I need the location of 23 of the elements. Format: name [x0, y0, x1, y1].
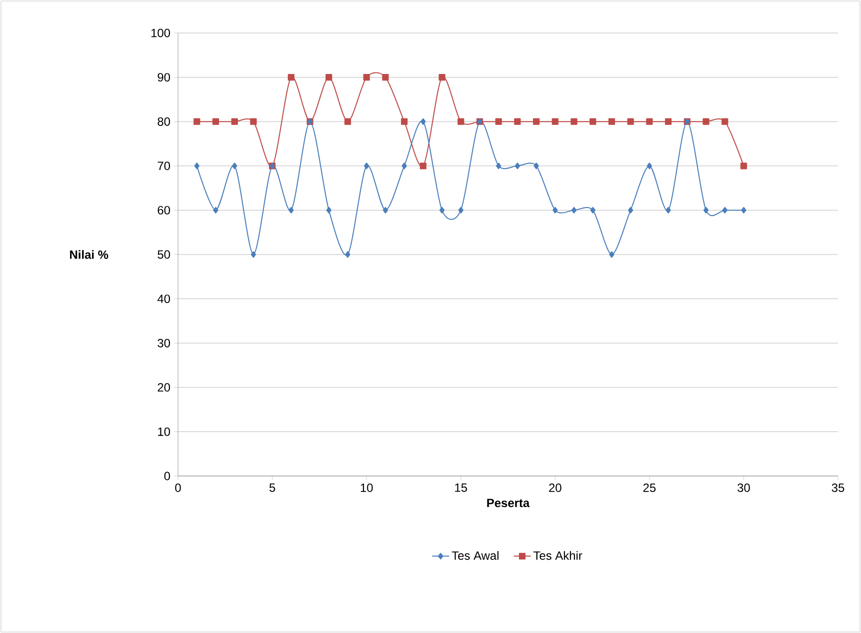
y-tick-label: 50 — [158, 250, 170, 259]
x-tick-label: 10 — [360, 484, 373, 492]
y-tick-label: 20 — [158, 383, 170, 392]
x-tick-label: 15 — [455, 484, 467, 492]
x-tick-label: 35 — [832, 484, 844, 492]
legend-label: Tes Akhir — [534, 551, 582, 560]
y-tick-label: 40 — [157, 294, 170, 304]
y-axis-title: Nilai % — [70, 250, 108, 259]
y-tick-label: 100 — [151, 28, 170, 38]
y-tick-label: 90 — [158, 73, 170, 82]
legend-label: Tes Awal — [452, 551, 498, 560]
y-tick-label: 30 — [158, 338, 170, 348]
x-tick-label: 0 — [175, 484, 181, 492]
y-tick-label: 60 — [158, 206, 170, 214]
x-axis-title: Peserta — [487, 498, 530, 508]
y-tick-label: 0 — [164, 472, 170, 480]
y-tick-label: 80 — [158, 117, 170, 126]
y-tick-label: 70 — [158, 162, 170, 170]
y-tick-label: 10 — [158, 427, 170, 436]
x-tick-label: 5 — [269, 484, 276, 492]
x-tick-label: 30 — [738, 484, 750, 492]
x-tick-label: 20 — [549, 484, 562, 492]
x-tick-label: 25 — [643, 484, 656, 492]
